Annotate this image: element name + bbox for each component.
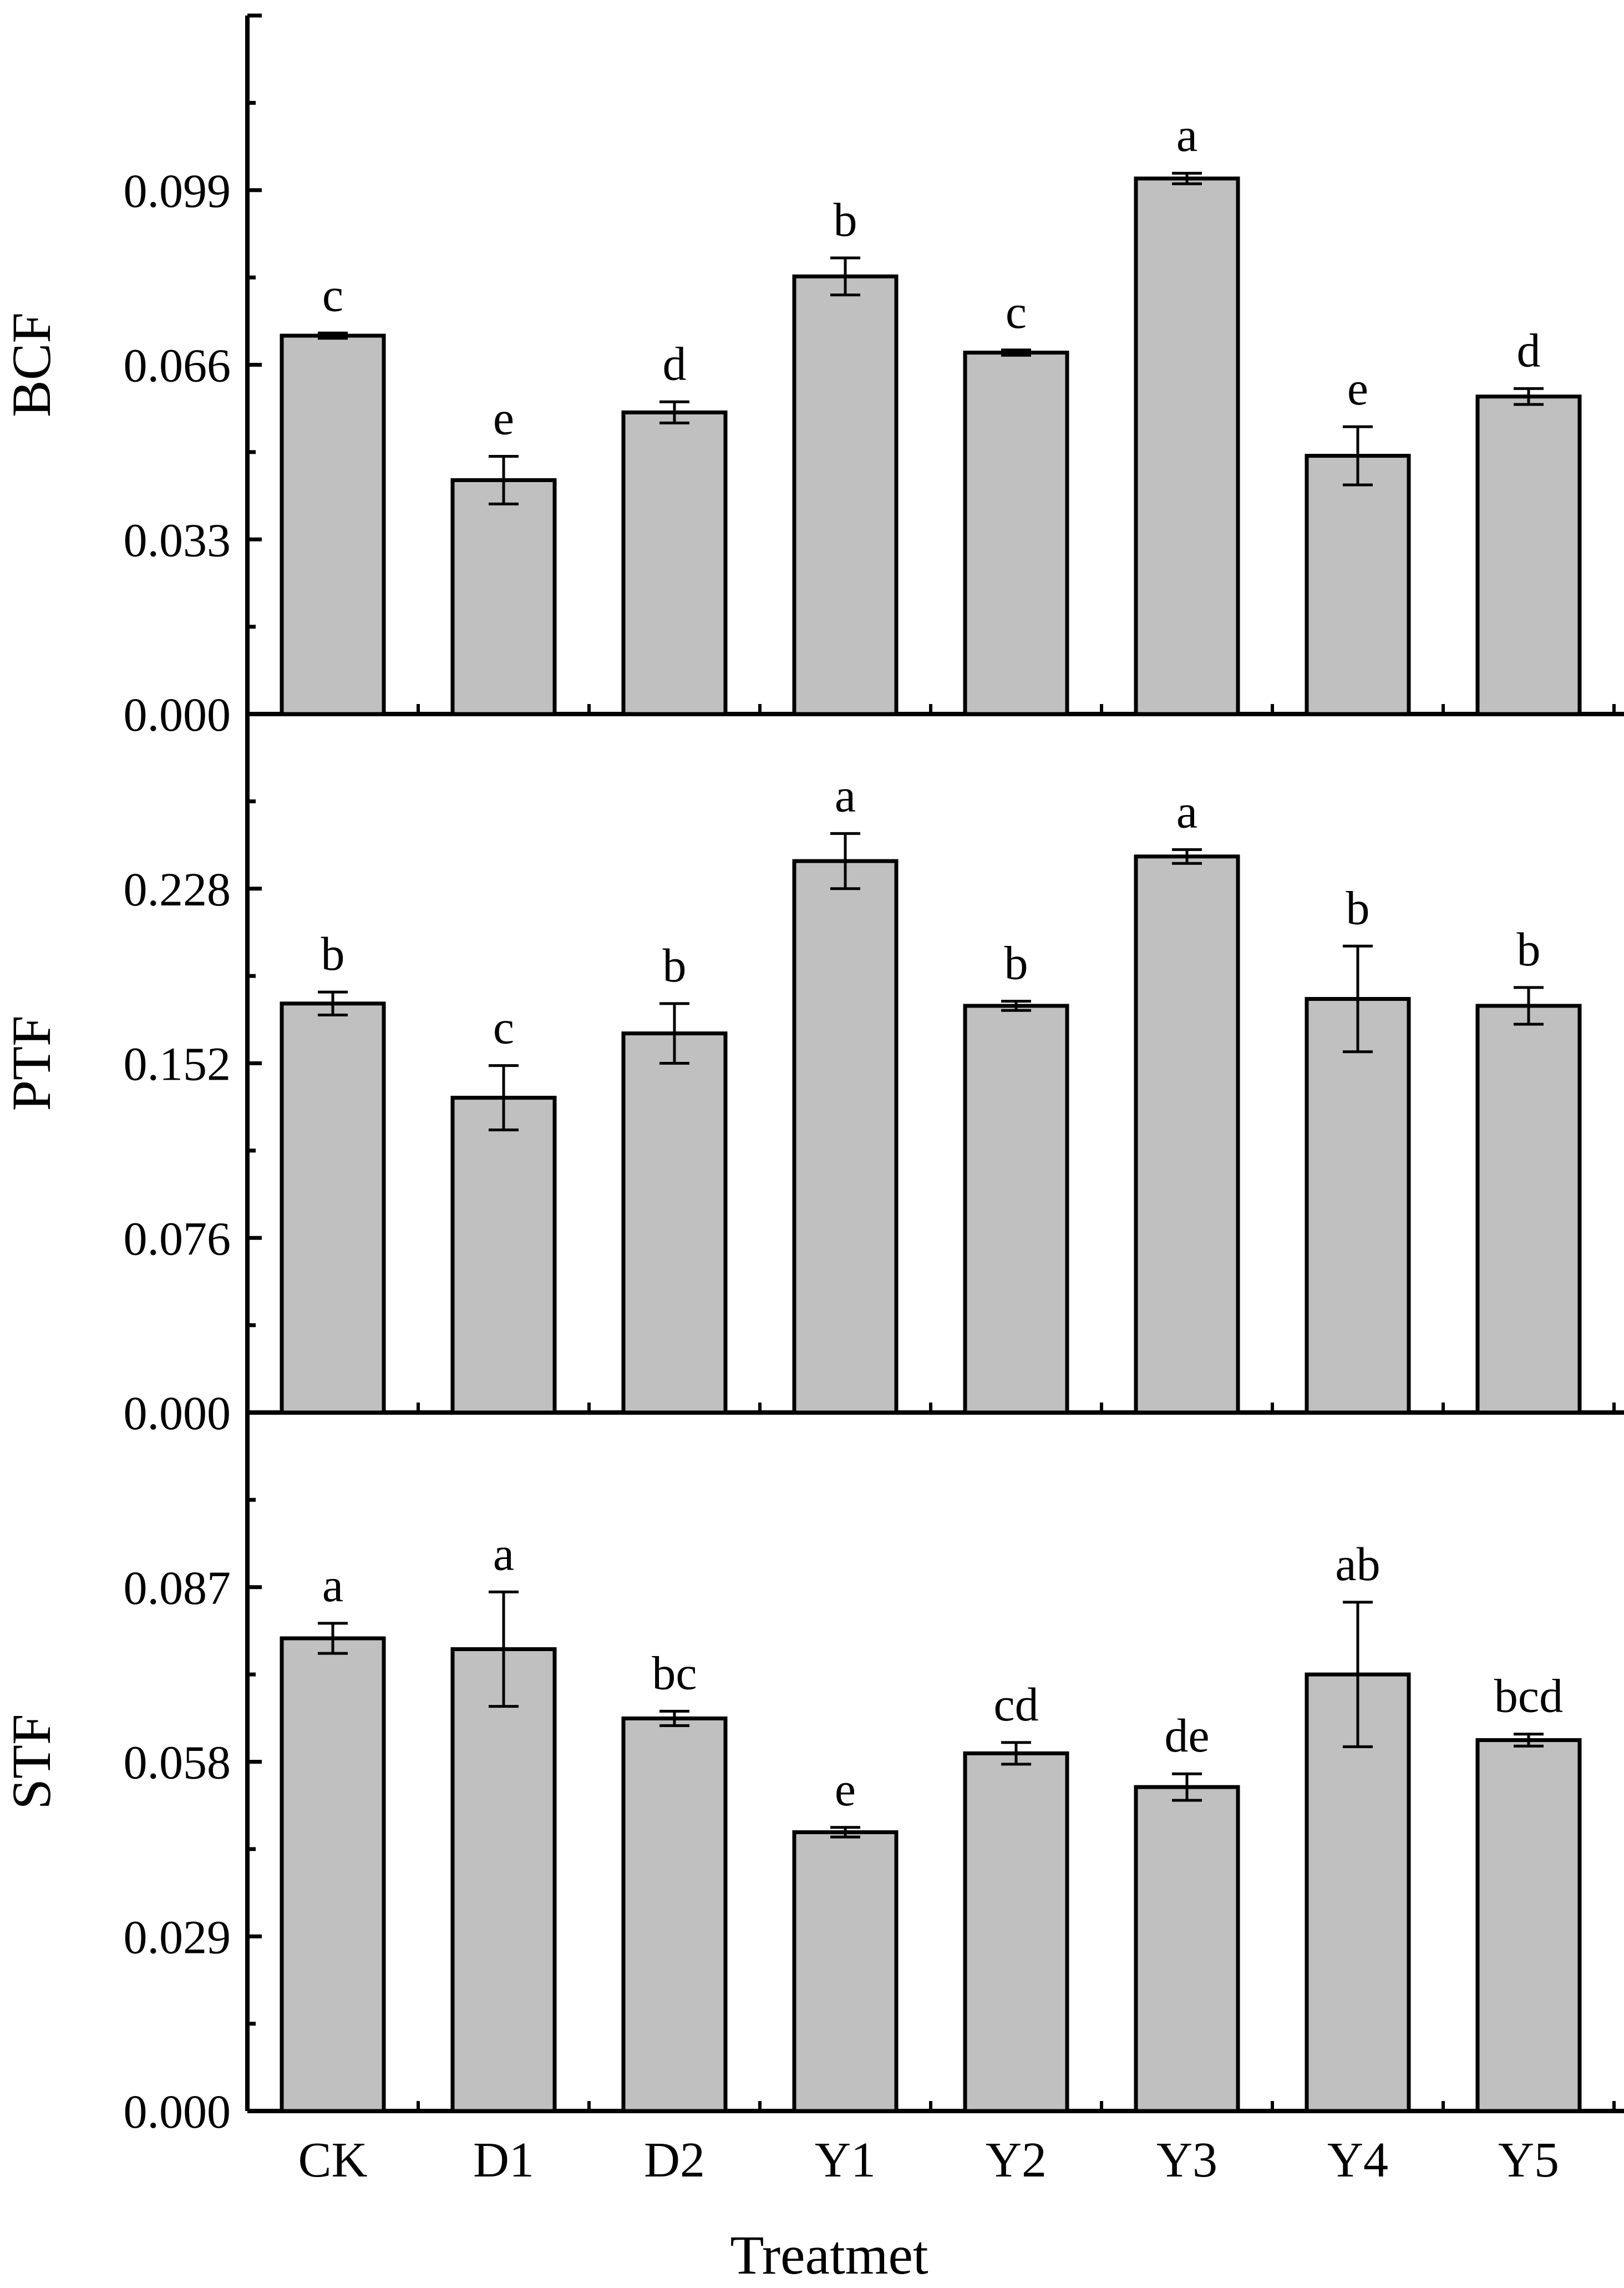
significance-letter: d [1517, 323, 1541, 377]
bar-ck [280, 333, 386, 716]
significance-letter: cd [993, 1678, 1038, 1731]
bar-y2 [963, 1751, 1069, 2113]
y-tick-label: 0.000 [124, 1386, 231, 1440]
bar-y5 [1475, 1738, 1582, 2113]
y-tick-label: 0.099 [124, 164, 231, 217]
bar-d1 [450, 478, 557, 716]
significance-letter: e [493, 392, 514, 445]
bar-y1 [792, 274, 899, 716]
y-tick-label: 0.033 [124, 513, 231, 566]
significance-letter: a [322, 1558, 343, 1612]
significance-letter: a [835, 768, 856, 822]
significance-letter: b [1517, 923, 1541, 976]
bar-y5 [1475, 394, 1582, 716]
significance-letter: b [1004, 937, 1028, 990]
x-axis-title: Treatmet [730, 2224, 928, 2286]
x-tick-label-y1: Y1 [815, 2133, 876, 2188]
bar-y1 [792, 859, 899, 1415]
bar-y4 [1305, 454, 1411, 716]
significance-letter: c [322, 268, 343, 321]
significance-letter: a [1176, 784, 1197, 838]
x-tick-label-y3: Y3 [1156, 2133, 1217, 2188]
panel-ptf: 0.000 0.076 0.152 0.228 PTF b c b a b a b b [1, 712, 1624, 1440]
y-tick-label: 0.152 [124, 1037, 231, 1091]
x-tick-label-d2: D2 [644, 2133, 705, 2188]
y-axis-title: BCF [1, 312, 62, 417]
bar-d2 [621, 1716, 728, 2113]
bar-y2 [963, 351, 1069, 716]
y-tick-label: 0.000 [124, 2085, 231, 2138]
y-tick-label: 0.058 [124, 1736, 231, 1789]
significance-letter: e [1347, 362, 1368, 415]
y-axis-title: PTF [1, 1015, 62, 1111]
x-tick-label-d1: D1 [473, 2133, 534, 2188]
significance-letter: b [834, 193, 857, 246]
significance-letter: c [1006, 285, 1027, 338]
significance-letter: b [321, 927, 345, 980]
bar-ck [280, 1636, 386, 2113]
significance-letter: b [1346, 881, 1370, 934]
y-axis-title: STF [1, 1714, 62, 1809]
bar-y4 [1305, 997, 1411, 1415]
y-tick-label: 0.076 [124, 1212, 231, 1265]
significance-letter: ab [1335, 1537, 1380, 1591]
x-tick-label-y5: Y5 [1498, 2133, 1559, 2188]
bar-y5 [1475, 1004, 1582, 1415]
x-tick-label-ck: CK [298, 2133, 367, 2188]
bar-y3 [1134, 176, 1240, 716]
y-tick-label: 0.228 [124, 863, 231, 916]
bar-d1 [450, 1647, 557, 2113]
significance-letter: de [1164, 1709, 1209, 1762]
bar-y3 [1134, 854, 1240, 1415]
panel-bcf: 0.000 0.033 0.066 0.099 BCF c e d b c a e d [1, 13, 1624, 741]
bar-y1 [792, 1830, 899, 2113]
significance-letter: a [493, 1527, 514, 1580]
bar-y3 [1134, 1785, 1240, 2113]
bar-d1 [450, 1096, 557, 1415]
bar-y2 [963, 1004, 1069, 1415]
bar-d2 [621, 1031, 728, 1415]
y-tick-label: 0.087 [124, 1561, 231, 1614]
significance-letter: d [663, 337, 687, 390]
x-tick-label-y4: Y4 [1327, 2133, 1388, 2188]
significance-letter: bcd [1494, 1669, 1563, 1723]
bar-d2 [621, 410, 728, 716]
y-tick-label: 0.066 [124, 339, 231, 392]
significance-letter: a [1176, 108, 1197, 161]
panel-stf: 0.000 0.029 0.058 0.087 STF a a bc e cd de ab bcd CK D… [1, 1410, 1624, 2188]
significance-letter: b [663, 939, 687, 992]
significance-letter: c [493, 1001, 514, 1054]
significance-letter: e [835, 1763, 856, 1816]
x-tick-label-y2: Y2 [986, 2133, 1047, 2188]
y-tick-label: 0.000 [124, 688, 231, 741]
significance-letter: bc [652, 1646, 697, 1699]
y-tick-label: 0.029 [124, 1910, 231, 1963]
bar-ck [280, 1001, 386, 1415]
